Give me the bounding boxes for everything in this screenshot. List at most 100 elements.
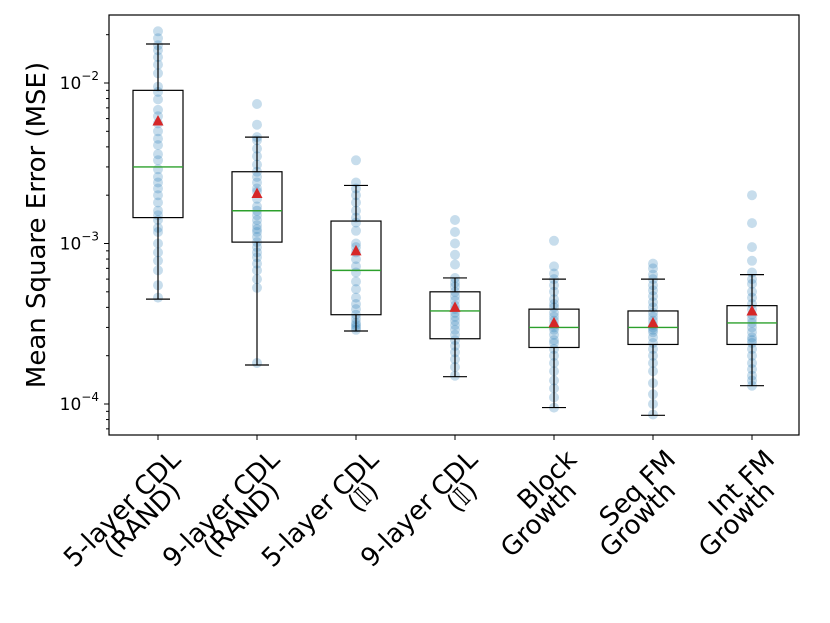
box-body bbox=[231, 171, 283, 243]
data-point bbox=[549, 335, 559, 346]
y-tick-exponent: −4 bbox=[81, 390, 99, 404]
data-point bbox=[450, 291, 460, 302]
box-body bbox=[429, 291, 481, 340]
box-body bbox=[528, 308, 580, 349]
data-point bbox=[747, 338, 757, 348]
data-point bbox=[450, 259, 460, 270]
data-point bbox=[153, 177, 163, 188]
y-tick-base: 10 bbox=[60, 395, 82, 415]
data-point bbox=[153, 183, 163, 194]
data-point bbox=[153, 140, 163, 151]
data-point bbox=[351, 276, 361, 287]
y-tick-label: 10−4 bbox=[60, 390, 99, 415]
data-point bbox=[153, 197, 163, 208]
data-point bbox=[747, 322, 757, 333]
data-point bbox=[747, 313, 757, 324]
data-point bbox=[549, 311, 559, 322]
data-point bbox=[747, 327, 757, 338]
data-point bbox=[648, 307, 658, 318]
mean-marker bbox=[152, 114, 164, 126]
mean-marker bbox=[647, 316, 659, 328]
box-5 bbox=[528, 278, 580, 409]
data-point bbox=[252, 227, 262, 237]
mean-marker bbox=[449, 301, 461, 312]
data-point bbox=[747, 190, 757, 201]
data-point bbox=[648, 327, 658, 338]
data-point bbox=[351, 261, 361, 272]
plot-frame bbox=[108, 14, 800, 436]
data-point bbox=[549, 329, 559, 340]
mean-marker bbox=[746, 304, 758, 316]
data-point bbox=[351, 299, 361, 309]
y-tick-label: 10−2 bbox=[60, 69, 99, 94]
data-point bbox=[351, 292, 361, 303]
data-point bbox=[252, 224, 262, 235]
data-point bbox=[252, 177, 262, 188]
data-point bbox=[351, 284, 361, 295]
data-point bbox=[351, 217, 361, 228]
data-point bbox=[252, 210, 262, 221]
data-point bbox=[153, 149, 163, 160]
data-point bbox=[351, 267, 361, 278]
data-point bbox=[549, 307, 559, 318]
data-point bbox=[450, 329, 460, 340]
data-point bbox=[252, 220, 262, 231]
data-point bbox=[549, 235, 559, 246]
data-point bbox=[252, 201, 262, 212]
data-point bbox=[747, 255, 757, 266]
data-point bbox=[252, 119, 262, 130]
data-point bbox=[153, 126, 163, 137]
data-point bbox=[549, 338, 559, 348]
data-point bbox=[450, 238, 460, 249]
data-point bbox=[153, 94, 163, 105]
data-point bbox=[747, 242, 757, 253]
box-4 bbox=[429, 277, 481, 378]
data-point bbox=[648, 332, 658, 343]
data-point bbox=[153, 205, 163, 216]
data-point bbox=[153, 33, 163, 44]
y-tick-exponent: −3 bbox=[81, 230, 99, 244]
data-point bbox=[153, 190, 163, 201]
data-point bbox=[747, 218, 757, 229]
y-tick-base: 10 bbox=[60, 74, 82, 94]
data-point bbox=[450, 215, 460, 225]
data-point bbox=[549, 261, 559, 272]
boxes-layer bbox=[132, 43, 778, 416]
data-point bbox=[450, 315, 460, 326]
data-point bbox=[351, 304, 361, 315]
data-point bbox=[549, 268, 559, 279]
data-point bbox=[648, 338, 658, 348]
data-point bbox=[153, 171, 163, 182]
data-point bbox=[648, 258, 658, 269]
data-point bbox=[351, 254, 361, 265]
data-point bbox=[450, 320, 460, 331]
data-point bbox=[747, 335, 757, 346]
data-point bbox=[351, 225, 361, 236]
mean-marker bbox=[548, 316, 560, 328]
data-point bbox=[153, 155, 163, 166]
data-point bbox=[153, 133, 163, 144]
box-6 bbox=[627, 278, 679, 416]
box-1 bbox=[132, 43, 184, 300]
y-tick-label: 10−3 bbox=[60, 230, 99, 255]
data-point bbox=[252, 99, 262, 109]
y-axis-title: Mean Square Error (MSE) bbox=[22, 62, 52, 388]
box-2 bbox=[231, 136, 283, 366]
mean-marker bbox=[350, 244, 362, 256]
y-tick-base: 10 bbox=[60, 235, 82, 255]
box-body bbox=[132, 89, 184, 219]
data-point bbox=[450, 324, 460, 335]
box-3 bbox=[330, 184, 382, 332]
data-point bbox=[351, 238, 361, 249]
box-body bbox=[330, 220, 382, 316]
data-point bbox=[648, 311, 658, 322]
data-point bbox=[450, 227, 460, 237]
data-point bbox=[450, 295, 460, 306]
data-point bbox=[450, 311, 460, 322]
data-point bbox=[153, 26, 163, 37]
mean-marker bbox=[251, 187, 263, 198]
data-point bbox=[648, 263, 658, 274]
axes-layer: 10−410−310−25-layer CDL(RAND)9-layer CDL… bbox=[58, 34, 781, 573]
